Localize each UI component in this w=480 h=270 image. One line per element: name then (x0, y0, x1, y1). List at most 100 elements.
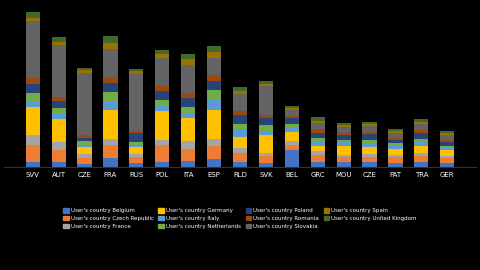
Bar (25, 162, 40, 167)
Bar (25, 84, 40, 93)
Bar (440, 140, 455, 142)
Bar (285, 118, 299, 124)
Bar (311, 146, 325, 151)
Bar (77, 158, 92, 164)
Bar (207, 139, 221, 146)
Bar (259, 163, 273, 167)
Bar (311, 138, 325, 141)
Bar (155, 112, 169, 140)
Bar (336, 162, 351, 167)
Bar (336, 127, 351, 133)
Bar (207, 99, 221, 110)
Bar (285, 108, 299, 110)
Bar (103, 77, 118, 83)
Bar (155, 144, 169, 162)
Bar (51, 142, 66, 150)
Bar (285, 144, 299, 150)
Bar (51, 37, 66, 42)
Bar (285, 127, 299, 132)
Bar (388, 155, 403, 157)
Bar (336, 125, 351, 127)
Bar (233, 137, 247, 148)
Bar (51, 150, 66, 162)
Bar (311, 133, 325, 138)
Bar (311, 129, 325, 133)
Bar (181, 118, 195, 141)
Bar (129, 71, 144, 74)
Bar (440, 131, 455, 133)
Bar (25, 21, 40, 78)
Bar (51, 97, 66, 101)
Bar (181, 59, 195, 65)
Bar (181, 98, 195, 107)
Bar (440, 146, 455, 148)
Bar (362, 126, 377, 132)
Bar (285, 132, 299, 141)
Bar (362, 140, 377, 143)
Bar (388, 138, 403, 140)
Bar (207, 46, 221, 52)
Bar (233, 87, 247, 91)
Bar (51, 108, 66, 114)
Bar (51, 42, 66, 45)
Bar (25, 107, 40, 135)
Legend: User's country Belgium, User's country Czech Republic, User's country France, Us: User's country Belgium, User's country C… (61, 206, 419, 231)
Bar (207, 80, 221, 90)
Bar (388, 131, 403, 133)
Bar (233, 91, 247, 94)
Bar (336, 133, 351, 135)
Bar (440, 158, 455, 163)
Bar (181, 54, 195, 59)
Bar (440, 156, 455, 158)
Bar (103, 49, 118, 77)
Bar (440, 150, 455, 156)
Bar (155, 162, 169, 167)
Bar (129, 69, 144, 71)
Bar (285, 106, 299, 108)
Bar (77, 135, 92, 138)
Bar (51, 101, 66, 108)
Bar (207, 110, 221, 139)
Bar (414, 119, 429, 122)
Bar (440, 133, 455, 135)
Bar (259, 131, 273, 135)
Bar (336, 140, 351, 142)
Bar (129, 144, 144, 147)
Bar (103, 36, 118, 43)
Bar (25, 101, 40, 107)
Bar (129, 154, 144, 157)
Bar (259, 86, 273, 115)
Bar (77, 141, 92, 144)
Bar (129, 131, 144, 133)
Bar (311, 120, 325, 123)
Bar (103, 43, 118, 49)
Bar (362, 143, 377, 147)
Bar (155, 58, 169, 86)
Bar (388, 133, 403, 138)
Bar (103, 110, 118, 139)
Bar (336, 123, 351, 125)
Bar (181, 149, 195, 161)
Bar (388, 143, 403, 146)
Bar (25, 144, 40, 162)
Bar (233, 153, 247, 162)
Bar (259, 115, 273, 118)
Bar (440, 148, 455, 150)
Bar (77, 70, 92, 73)
Bar (129, 163, 144, 167)
Bar (77, 68, 92, 70)
Bar (259, 153, 273, 156)
Bar (414, 122, 429, 124)
Bar (155, 106, 169, 112)
Bar (336, 155, 351, 157)
Bar (259, 80, 273, 84)
Bar (233, 124, 247, 130)
Bar (233, 162, 247, 167)
Bar (285, 124, 299, 127)
Bar (414, 133, 429, 139)
Bar (233, 112, 247, 115)
Bar (207, 90, 221, 99)
Bar (233, 130, 247, 137)
Bar (103, 139, 118, 144)
Bar (362, 124, 377, 126)
